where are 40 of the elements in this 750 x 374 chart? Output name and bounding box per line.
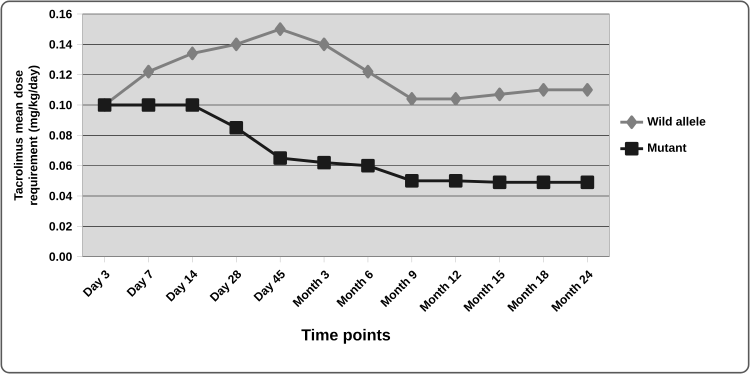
point <box>448 174 463 188</box>
point <box>317 156 331 170</box>
point <box>274 22 286 36</box>
point <box>186 98 200 112</box>
point <box>494 88 506 102</box>
point <box>230 38 242 52</box>
x-tick-label: Day 28 <box>210 270 242 302</box>
x-tick-label: Day 14 <box>166 270 198 302</box>
point <box>450 92 462 106</box>
point <box>229 120 244 135</box>
point <box>536 176 550 190</box>
point <box>186 46 198 60</box>
point <box>580 176 594 190</box>
y-axis-title: Tacrolimus mean dose requirement (mg/kg/day) <box>14 66 40 205</box>
x-axis-title: Time points <box>301 328 390 344</box>
y-tick-label: 0.12 <box>49 70 72 79</box>
y-tick-label: 0.14 <box>49 40 72 49</box>
point <box>582 83 593 97</box>
point <box>492 176 506 190</box>
point <box>362 64 374 78</box>
legend-label: Mutant <box>648 144 686 152</box>
y-tick-label: 0.02 <box>49 222 72 231</box>
point <box>361 158 375 172</box>
point <box>538 83 549 97</box>
legend-label: Wild allele <box>647 116 706 126</box>
y-tick-label: 0.00 <box>49 252 72 261</box>
x-tick-label: Day 45 <box>253 270 285 302</box>
y-tick-label: 0.16 <box>49 10 72 18</box>
x-tick-label: Day 7 <box>126 269 152 297</box>
point <box>273 151 287 165</box>
point <box>405 174 419 188</box>
point <box>143 64 154 78</box>
y-tick-label: 0.06 <box>49 161 72 170</box>
y-tick-label: 0.08 <box>49 131 72 140</box>
x-tick-label: Day 3 <box>82 270 110 298</box>
point <box>142 98 156 112</box>
point <box>406 92 418 106</box>
point <box>318 38 330 52</box>
y-tick-label: 0.10 <box>49 100 72 110</box>
y-tick-label: 0.04 <box>49 192 72 200</box>
